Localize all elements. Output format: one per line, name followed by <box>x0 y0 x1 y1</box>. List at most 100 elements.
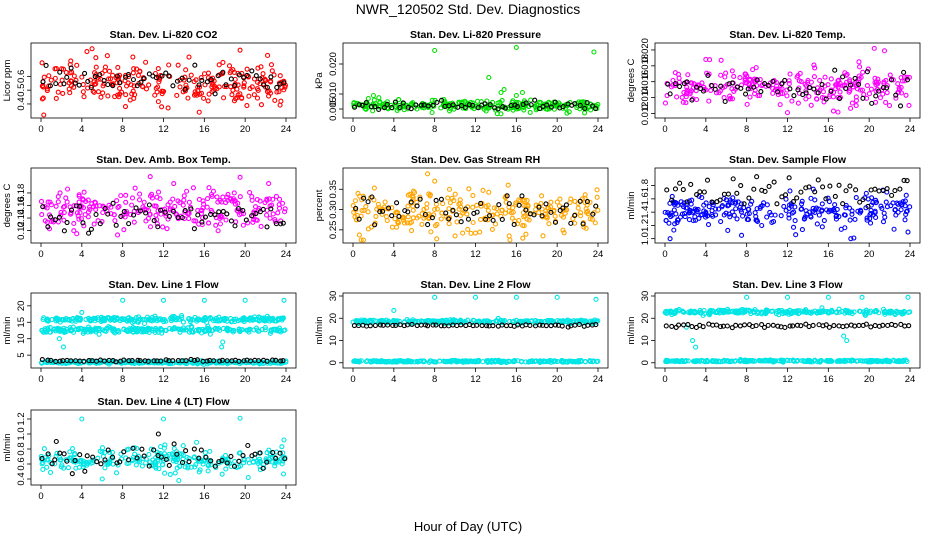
data-point <box>405 214 411 220</box>
data-point <box>703 87 709 93</box>
data-point <box>747 94 753 100</box>
black-point <box>256 358 262 364</box>
data-point <box>477 229 483 235</box>
data-point <box>254 196 260 203</box>
black-point <box>741 322 748 328</box>
black-point <box>827 183 833 189</box>
data-point <box>848 105 854 111</box>
black-point <box>803 90 809 96</box>
data-point <box>456 201 462 207</box>
data-point <box>857 207 864 213</box>
data-point <box>663 217 669 223</box>
data-point <box>269 68 275 74</box>
black-point <box>885 322 891 329</box>
data-point <box>272 217 278 223</box>
black-point <box>52 217 58 223</box>
black-point <box>783 192 789 198</box>
data-point <box>729 209 735 215</box>
outlier-point <box>690 337 696 344</box>
data-point <box>523 231 529 237</box>
data-point <box>65 317 71 323</box>
black-point <box>791 93 797 99</box>
data-point <box>846 205 853 211</box>
data-point <box>904 74 910 80</box>
black-point <box>782 77 788 83</box>
data-point <box>687 89 693 95</box>
x-tick-label: 0 <box>38 374 43 385</box>
data-point <box>99 318 105 324</box>
data-point <box>666 220 672 226</box>
black-point <box>592 105 599 112</box>
black-point <box>786 175 792 181</box>
data-point <box>189 329 195 335</box>
black-point <box>787 86 793 92</box>
y-tick-label: 0.6 <box>16 457 27 470</box>
data-point <box>74 210 80 216</box>
data-point <box>175 198 181 204</box>
black-point <box>389 213 395 219</box>
x-tick-label: 24 <box>593 124 604 135</box>
data-point <box>205 220 212 226</box>
black-point <box>240 207 246 214</box>
data-point <box>270 196 276 202</box>
data-point <box>53 203 59 209</box>
data-point <box>401 107 407 113</box>
black-point <box>361 195 367 201</box>
figure-title: NWR_120502 Std. Dev. Diagnostics <box>356 1 581 17</box>
data-point <box>494 206 500 212</box>
black-point <box>170 358 176 364</box>
black-point <box>584 199 590 205</box>
data-point <box>787 202 793 208</box>
black-point <box>743 91 749 97</box>
data-point <box>206 316 212 322</box>
data-point <box>66 80 72 86</box>
outlier-point <box>391 307 397 314</box>
y-tick-label: 0.018 <box>640 54 651 78</box>
data-point <box>209 193 215 199</box>
data-point <box>41 74 47 80</box>
data-point <box>131 83 137 89</box>
x-tick-label: 8 <box>120 124 125 135</box>
outlier-point <box>472 294 479 300</box>
y-axis-label: degrees C <box>626 58 637 102</box>
x-tick-label: 12 <box>470 249 481 260</box>
black-point <box>836 95 843 102</box>
data-point <box>148 317 154 323</box>
black-point <box>816 322 822 328</box>
black-point <box>85 78 91 84</box>
x-tick-label: 0 <box>662 374 667 385</box>
data-point <box>63 195 69 201</box>
data-point <box>721 212 727 218</box>
data-point <box>111 326 117 332</box>
data-point <box>163 327 169 334</box>
black-point <box>729 80 735 86</box>
black-point <box>847 183 853 189</box>
data-point <box>472 230 478 236</box>
data-point <box>102 318 108 324</box>
x-tick-label: 24 <box>593 374 604 385</box>
data-point <box>819 201 825 207</box>
black-point <box>552 219 559 225</box>
data-point <box>76 216 82 222</box>
black-point <box>856 322 862 329</box>
data-point <box>264 197 270 203</box>
black-point <box>572 212 578 218</box>
black-point <box>474 209 480 215</box>
y-tick-label: 0.4 <box>16 97 27 110</box>
y-tick-label: 0.12 <box>16 221 27 240</box>
outlier-point <box>859 294 865 300</box>
data-point <box>85 214 91 220</box>
data-point <box>468 230 474 236</box>
data-point <box>480 187 486 193</box>
x-tick-label: 12 <box>470 124 481 135</box>
data-point <box>417 194 423 200</box>
y-tick-label: 0.020 <box>328 52 339 76</box>
panels: Stan. Dev. Li-820 CO2 Licor ppm 0 4 8 12 16 20 2… <box>2 29 921 502</box>
data-point <box>895 209 901 215</box>
black-point <box>77 203 83 209</box>
black-point <box>572 101 578 107</box>
y-tick-label: 30 <box>640 291 651 302</box>
data-point <box>509 215 515 221</box>
black-point <box>268 206 274 212</box>
data-point <box>499 207 505 213</box>
